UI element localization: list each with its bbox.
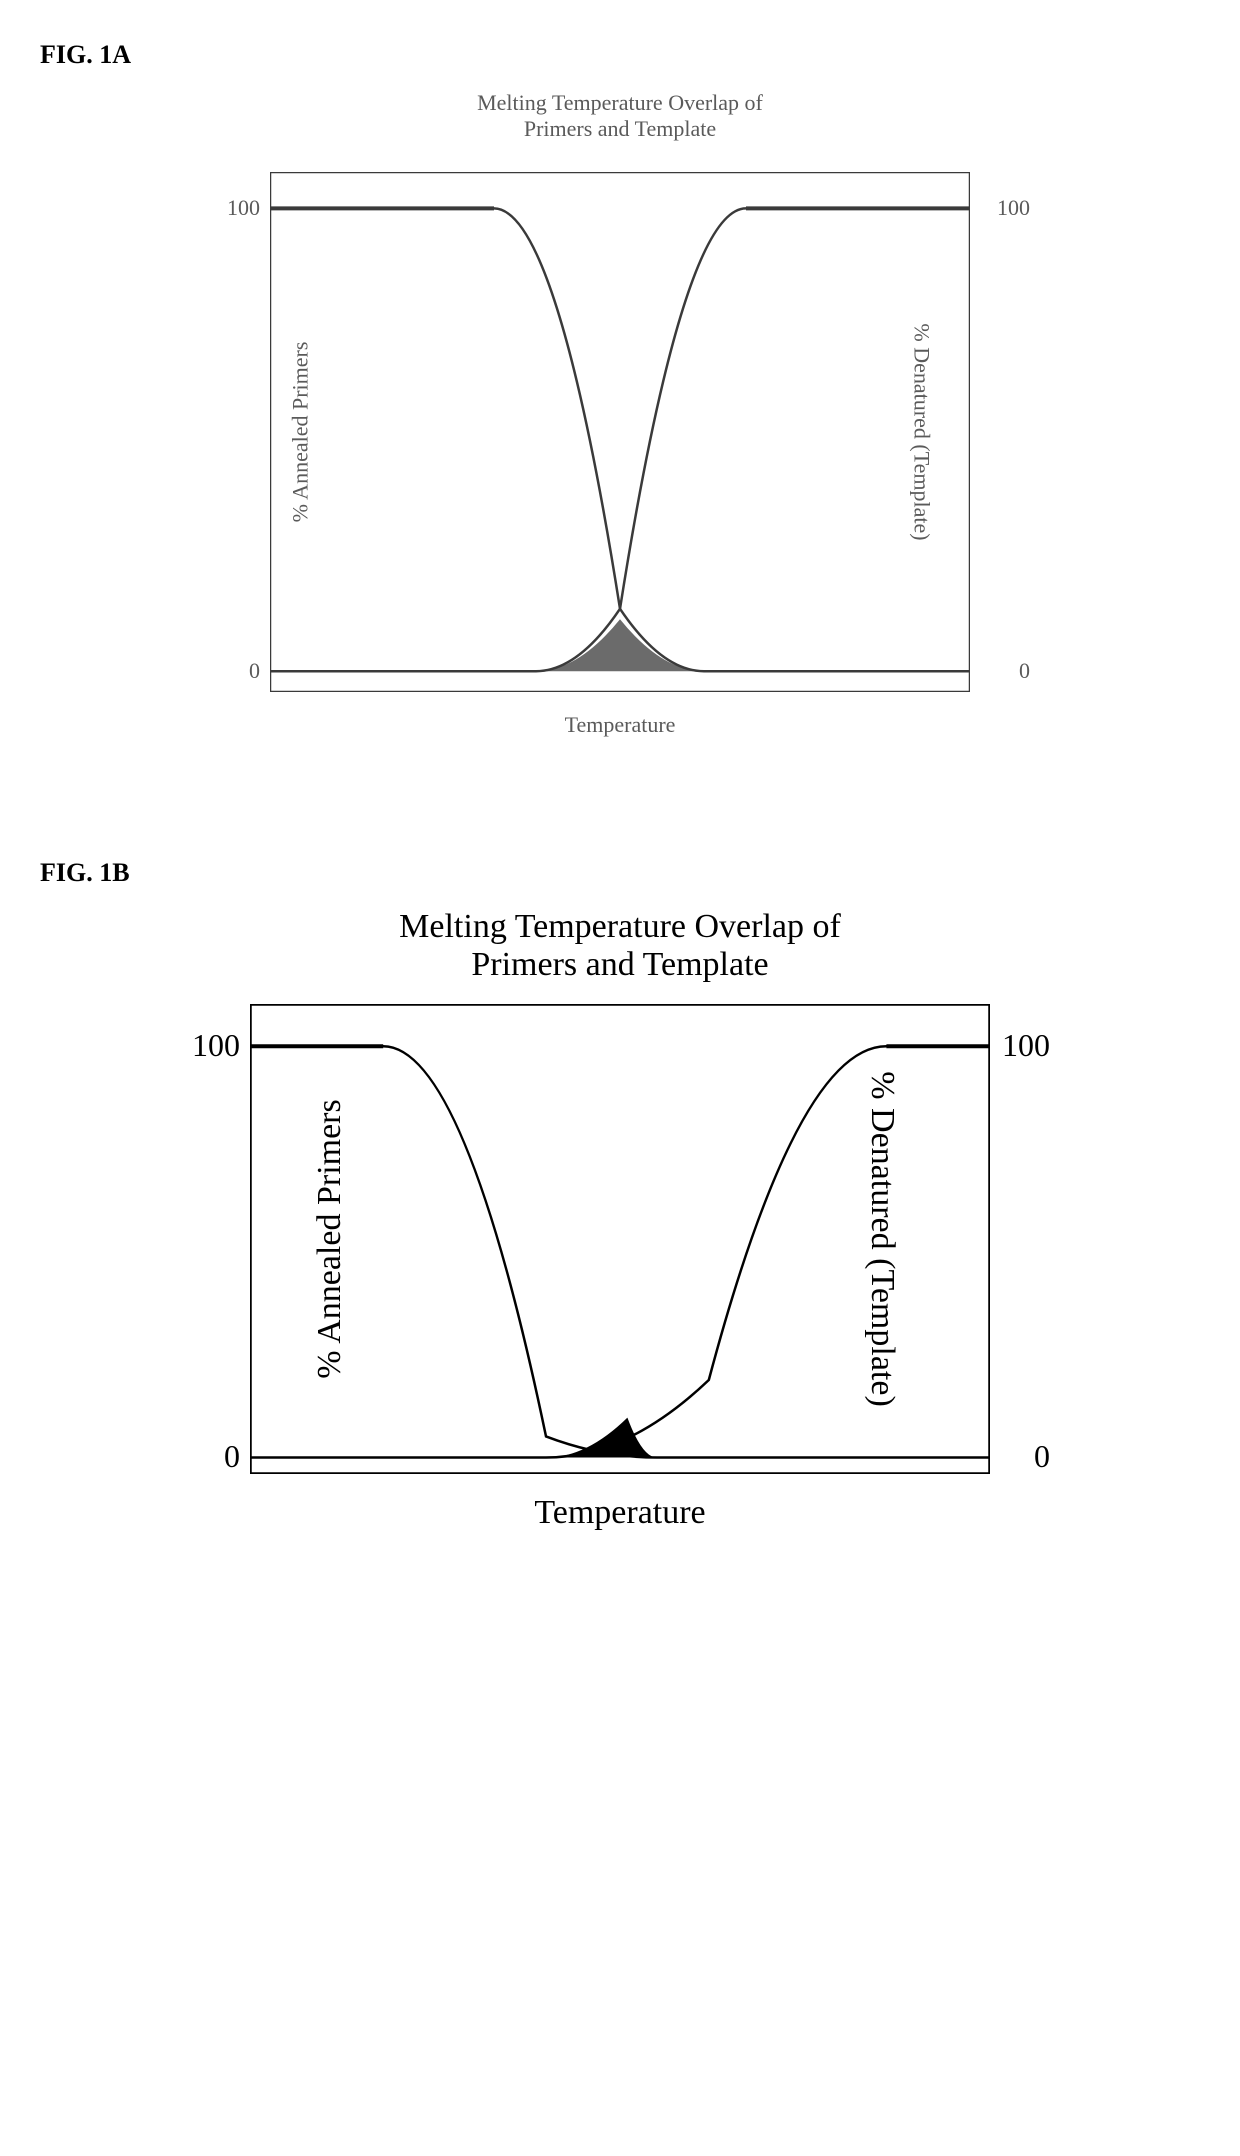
chart-1a-tick-right-100: 100: [997, 195, 1030, 221]
chart-1a-title-line2: Primers and Template: [524, 116, 716, 141]
chart-1a-svg: [270, 172, 970, 692]
chart-1b-tick-left-0: 0: [190, 1438, 240, 1475]
chart-1a-left-axis-label: % Annealed Primers: [287, 342, 313, 523]
chart-1a-title-line1: Melting Temperature Overlap of: [477, 90, 763, 115]
chart-1a-wrap: Melting Temperature Overlap of Primers a…: [170, 90, 1070, 738]
chart-1b-title-line1: Melting Temperature Overlap of: [399, 908, 841, 945]
chart-1a-right-axis-label: % Denatured (Template): [908, 323, 934, 540]
chart-1a-tick-left-0: 0: [210, 658, 260, 684]
chart-1a-x-axis-label: Temperature: [170, 712, 1070, 738]
chart-1a-tick-left-100: 100: [210, 195, 260, 221]
figure-1a-label: FIG. 1A: [40, 40, 1200, 70]
chart-1a-title: Melting Temperature Overlap of Primers a…: [170, 90, 1070, 142]
chart-1b-plot-holder: % Annealed Primers % Denatured (Template…: [250, 1004, 990, 1474]
chart-1b-tick-left-100: 100: [190, 1027, 240, 1064]
chart-1b-title-line2: Primers and Template: [471, 946, 768, 983]
chart-1b-tick-right-100: 100: [1002, 1027, 1050, 1064]
chart-1b-right-axis-label: % Denatured (Template): [863, 1071, 901, 1407]
chart-1a-tick-right-0: 0: [1019, 658, 1030, 684]
chart-1b-x-axis-label: Temperature: [150, 1494, 1090, 1532]
chart-1b-wrap: Melting Temperature Overlap of Primers a…: [150, 908, 1090, 1532]
chart-1b-tick-right-0: 0: [1034, 1438, 1050, 1475]
chart-1b-title: Melting Temperature Overlap of Primers a…: [150, 908, 1090, 984]
figure-1b-label: FIG. 1B: [40, 858, 1200, 888]
chart-1b-left-axis-label: % Annealed Primers: [311, 1099, 349, 1379]
figure-1b: FIG. 1B Melting Temperature Overlap of P…: [40, 858, 1200, 1532]
figure-1a: FIG. 1A Melting Temperature Overlap of P…: [40, 40, 1200, 738]
chart-1a-plot-holder: % Annealed Primers % Denatured (Template…: [270, 172, 970, 692]
